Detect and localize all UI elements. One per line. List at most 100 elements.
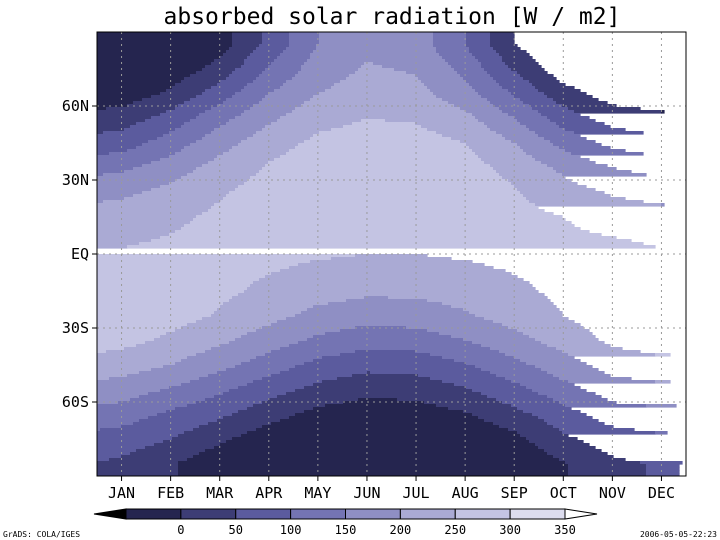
contour-cell bbox=[97, 140, 149, 144]
contour-cell bbox=[469, 311, 563, 315]
contour-cell bbox=[511, 92, 545, 96]
contour-cell bbox=[247, 287, 536, 291]
contour-cell bbox=[97, 302, 224, 306]
contour-cell bbox=[307, 59, 446, 63]
contour-cell bbox=[97, 143, 143, 147]
contour-cell bbox=[328, 302, 443, 306]
contour-cell bbox=[151, 95, 197, 99]
contour-cell bbox=[181, 80, 221, 84]
contour-cell bbox=[163, 365, 236, 369]
contour-cell bbox=[478, 155, 533, 159]
contour-cell bbox=[139, 371, 218, 375]
contour-cell bbox=[547, 95, 593, 99]
contour-cell bbox=[154, 443, 221, 447]
contour-cell bbox=[223, 392, 287, 396]
contour-cell bbox=[490, 35, 515, 39]
contour-cell bbox=[97, 422, 134, 426]
contour-cell bbox=[436, 404, 512, 408]
contour-cell bbox=[556, 347, 623, 351]
contour-cell bbox=[205, 89, 242, 93]
contour-cell bbox=[208, 209, 545, 213]
contour-cell bbox=[103, 131, 170, 135]
contour-cell bbox=[265, 164, 491, 168]
contour-cell bbox=[250, 53, 281, 57]
contour-cell bbox=[355, 254, 428, 258]
contour-cell bbox=[466, 41, 491, 45]
contour-cell bbox=[535, 338, 599, 342]
contour-cell bbox=[298, 143, 467, 147]
contour-cell bbox=[97, 137, 158, 141]
contour-cell bbox=[268, 398, 359, 402]
contour-cell bbox=[301, 311, 470, 315]
contour-cell bbox=[289, 41, 320, 45]
contour-cell bbox=[640, 461, 683, 465]
contour-cell bbox=[304, 140, 461, 144]
contour-cell bbox=[193, 218, 566, 222]
contour-cell bbox=[241, 113, 287, 117]
contour-cell bbox=[217, 155, 281, 159]
contour-cell bbox=[226, 77, 257, 81]
contour-cell bbox=[478, 416, 539, 420]
contour-cell bbox=[229, 119, 278, 123]
contour-cell bbox=[163, 134, 206, 138]
contour-cell bbox=[97, 473, 179, 476]
contour-cell bbox=[490, 101, 524, 105]
contour-cell bbox=[496, 374, 554, 378]
contour-cell bbox=[454, 359, 521, 363]
contour-cell bbox=[427, 329, 518, 333]
contour-cell bbox=[97, 242, 140, 246]
contour-cell bbox=[229, 47, 257, 51]
contour-cell bbox=[556, 122, 605, 126]
contour-cell bbox=[436, 50, 470, 54]
contour-cell bbox=[232, 296, 365, 300]
contour-cell bbox=[178, 467, 569, 471]
contour-cell bbox=[97, 449, 137, 453]
contour-cell bbox=[490, 44, 518, 48]
contour-cell bbox=[97, 197, 125, 201]
contour-cell bbox=[97, 200, 104, 204]
contour-cell bbox=[148, 392, 224, 396]
contour-cell bbox=[208, 374, 272, 378]
contour-cell bbox=[232, 95, 266, 99]
colorbar-box bbox=[290, 508, 346, 520]
contour-cell bbox=[166, 332, 248, 336]
contour-cell bbox=[460, 140, 512, 144]
contour-cell bbox=[370, 371, 491, 375]
contour-cell bbox=[346, 77, 419, 81]
contour-cell bbox=[520, 359, 581, 363]
contour-cell bbox=[442, 380, 512, 384]
contour-cell bbox=[97, 305, 221, 309]
contour-cell bbox=[310, 98, 443, 102]
contour-cell bbox=[244, 86, 281, 90]
contour-cell bbox=[277, 395, 488, 399]
contour-cell bbox=[97, 206, 212, 210]
contour-cell bbox=[97, 80, 182, 84]
contour-cell bbox=[97, 167, 134, 171]
contour-cell bbox=[211, 86, 245, 90]
x-tick-label: JUN bbox=[353, 484, 380, 502]
contour-cell bbox=[97, 458, 110, 462]
contour-cell bbox=[238, 293, 545, 297]
contour-cell bbox=[220, 443, 536, 447]
contour-cell bbox=[532, 83, 566, 87]
contour-cell bbox=[439, 332, 524, 336]
contour-cell bbox=[556, 101, 608, 105]
contour-cell bbox=[220, 80, 254, 84]
contour-cell bbox=[214, 128, 263, 132]
contour-cell bbox=[184, 122, 227, 126]
contour-cell bbox=[325, 332, 440, 336]
contour-cell bbox=[445, 59, 479, 63]
contour-cell bbox=[163, 440, 227, 444]
contour-cell bbox=[550, 119, 596, 123]
contour-cell bbox=[256, 47, 287, 51]
contour-cell bbox=[97, 377, 110, 381]
contour-cell bbox=[181, 359, 251, 363]
contour-cell bbox=[151, 161, 209, 165]
contour-cell bbox=[496, 50, 527, 54]
contour-cell bbox=[142, 191, 230, 195]
contour-cell bbox=[235, 365, 296, 369]
contour-cell bbox=[97, 188, 152, 192]
contour-cell bbox=[232, 413, 296, 417]
contour-cell bbox=[310, 56, 443, 60]
contour-cell bbox=[499, 425, 554, 429]
